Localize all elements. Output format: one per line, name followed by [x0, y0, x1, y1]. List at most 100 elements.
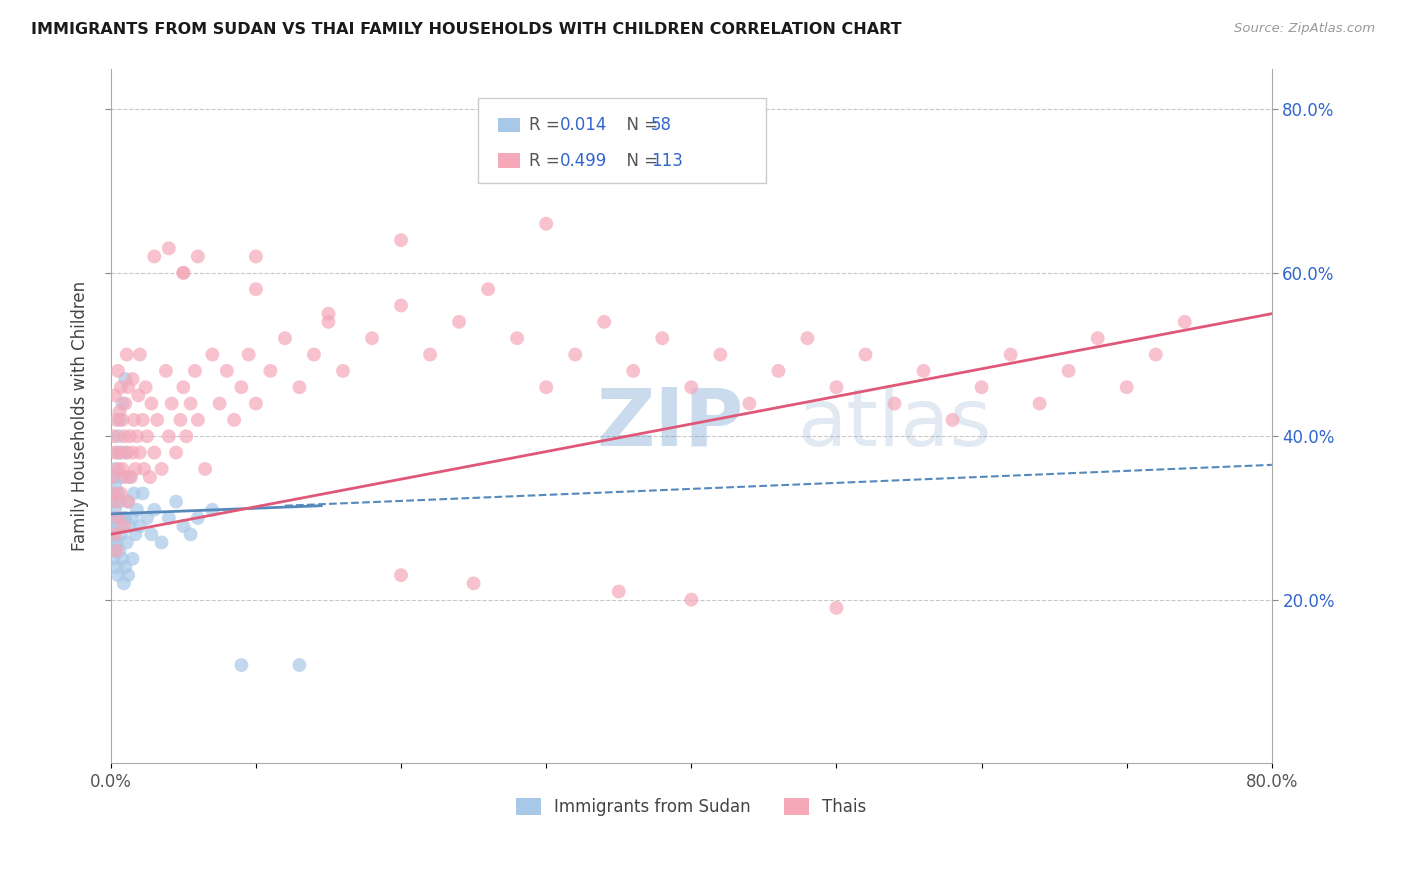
- Point: [124, 462, 146, 476]
- Point: [361, 331, 384, 345]
- Point: [105, 543, 128, 558]
- Point: [141, 396, 163, 410]
- Point: [245, 282, 267, 296]
- Point: [105, 413, 128, 427]
- Point: [174, 429, 197, 443]
- Point: [224, 413, 246, 427]
- Point: [114, 560, 136, 574]
- Point: [110, 445, 132, 459]
- Point: [103, 535, 125, 549]
- Text: 0.499: 0.499: [560, 152, 607, 169]
- Point: [245, 250, 267, 264]
- Point: [681, 592, 703, 607]
- Point: [104, 527, 127, 541]
- Point: [118, 429, 141, 443]
- Point: [738, 396, 761, 410]
- Point: [114, 511, 136, 525]
- Point: [259, 364, 281, 378]
- Point: [419, 347, 441, 361]
- Point: [101, 470, 124, 484]
- Point: [1087, 331, 1109, 345]
- Point: [187, 250, 209, 264]
- Point: [105, 535, 128, 549]
- Point: [125, 429, 148, 443]
- Point: [110, 486, 132, 500]
- Point: [128, 347, 150, 361]
- Point: [208, 396, 231, 410]
- Point: [108, 405, 131, 419]
- Point: [143, 250, 166, 264]
- Point: [184, 364, 207, 378]
- Point: [389, 568, 412, 582]
- Point: [107, 364, 129, 378]
- Point: [150, 535, 173, 549]
- Point: [143, 503, 166, 517]
- Point: [1174, 315, 1197, 329]
- Point: [172, 519, 194, 533]
- Point: [825, 380, 848, 394]
- Point: [172, 380, 194, 394]
- Text: IMMIGRANTS FROM SUDAN VS THAI FAMILY HOUSEHOLDS WITH CHILDREN CORRELATION CHART: IMMIGRANTS FROM SUDAN VS THAI FAMILY HOU…: [31, 22, 901, 37]
- Point: [104, 388, 127, 402]
- Point: [112, 429, 135, 443]
- Point: [534, 380, 557, 394]
- Point: [118, 519, 141, 533]
- Point: [681, 380, 703, 394]
- Text: Source: ZipAtlas.com: Source: ZipAtlas.com: [1234, 22, 1375, 36]
- Point: [143, 445, 166, 459]
- Point: [135, 380, 157, 394]
- Point: [157, 241, 180, 255]
- Point: [101, 527, 124, 541]
- Point: [104, 543, 127, 558]
- Point: [111, 413, 134, 427]
- Point: [180, 396, 202, 410]
- Point: [104, 445, 127, 459]
- Point: [1000, 347, 1022, 361]
- Point: [101, 511, 124, 525]
- Text: 113: 113: [651, 152, 683, 169]
- Point: [855, 347, 877, 361]
- Point: [108, 494, 131, 508]
- Point: [709, 347, 731, 361]
- Point: [172, 266, 194, 280]
- Point: [157, 429, 180, 443]
- Point: [165, 494, 187, 508]
- Point: [534, 217, 557, 231]
- Point: [165, 445, 187, 459]
- Point: [274, 331, 297, 345]
- Point: [111, 462, 134, 476]
- Point: [201, 503, 224, 517]
- Point: [105, 445, 128, 459]
- Point: [110, 470, 132, 484]
- Point: [105, 511, 128, 525]
- Text: ZIP: ZIP: [596, 385, 744, 463]
- Point: [288, 658, 311, 673]
- Point: [122, 486, 145, 500]
- Point: [389, 298, 412, 312]
- Point: [477, 282, 499, 296]
- Y-axis label: Family Households with Children: Family Households with Children: [72, 281, 89, 551]
- Point: [593, 315, 616, 329]
- Point: [101, 494, 124, 508]
- Point: [117, 494, 139, 508]
- Point: [117, 380, 139, 394]
- Point: [621, 364, 644, 378]
- Point: [107, 568, 129, 582]
- Point: [463, 576, 485, 591]
- Point: [121, 551, 143, 566]
- Point: [103, 519, 125, 533]
- Point: [160, 396, 183, 410]
- Point: [302, 347, 325, 361]
- Point: [651, 331, 673, 345]
- Point: [104, 503, 127, 517]
- Point: [768, 364, 790, 378]
- Point: [134, 462, 156, 476]
- Point: [127, 388, 149, 402]
- Point: [1057, 364, 1080, 378]
- Point: [245, 396, 267, 410]
- Point: [115, 445, 138, 459]
- Text: R =: R =: [529, 116, 565, 134]
- Point: [139, 470, 162, 484]
- Point: [564, 347, 586, 361]
- Point: [110, 380, 132, 394]
